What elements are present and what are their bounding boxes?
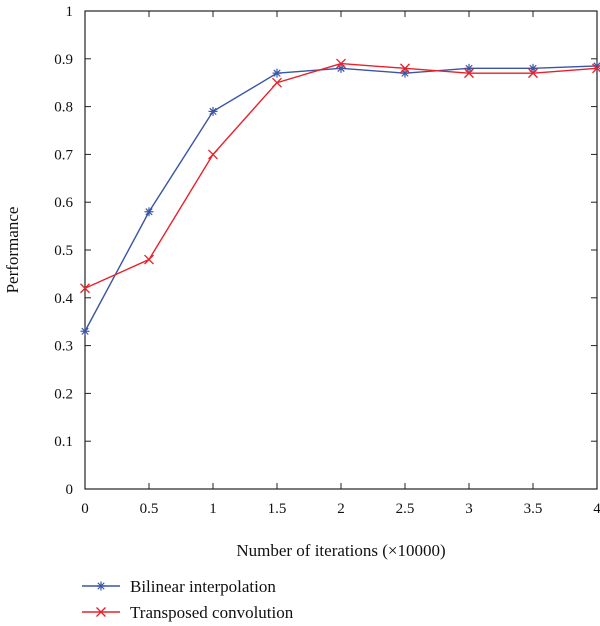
legend-label: Transposed convolution xyxy=(130,603,294,622)
series-line-transposed-convolution xyxy=(84,62,598,289)
x-tick-label: 1 xyxy=(209,501,217,517)
legend-marker xyxy=(96,581,106,591)
data-point-bilinear-interpolation xyxy=(144,207,154,217)
data-point-transposed-convolution xyxy=(336,58,346,69)
data-point-transposed-convolution xyxy=(144,254,154,265)
y-tick-label: 0.4 xyxy=(54,291,73,307)
legend-label: Bilinear interpolation xyxy=(130,577,276,596)
x-tick-label: 3.5 xyxy=(524,501,543,517)
legend-marker xyxy=(96,607,106,617)
y-tick-label: 0.3 xyxy=(54,339,73,355)
plot-frame xyxy=(84,10,598,490)
y-tick-label: 0.8 xyxy=(54,100,73,116)
legend: Bilinear interpolation Transposed convolu… xyxy=(82,577,294,622)
data-point-transposed-convolution xyxy=(208,149,218,160)
y-axis-title: Performance xyxy=(3,207,22,294)
x-tick-label: 0.5 xyxy=(140,501,159,517)
x-tick-label: 4 xyxy=(593,501,600,517)
data-point-bilinear-interpolation xyxy=(80,326,90,336)
x-tick-label: 1.5 xyxy=(268,501,287,517)
data-point-transposed-convolution xyxy=(400,63,410,74)
series-line-bilinear-interpolation xyxy=(84,65,598,332)
data-point-transposed-convolution xyxy=(272,77,282,88)
x-axis-title: Number of iterations (×10000) xyxy=(236,541,445,560)
x-tick-label: 2.5 xyxy=(396,501,415,517)
y-tick-label: 0 xyxy=(66,482,74,498)
legend-item-bilinear-interpolation: Bilinear interpolation xyxy=(82,577,276,596)
data-point-bilinear-interpolation xyxy=(272,68,282,78)
y-tick-label: 1 xyxy=(66,4,74,20)
data-point-bilinear-interpolation xyxy=(208,106,218,116)
x-tick-label: 0 xyxy=(81,501,89,517)
legend-item-transposed-convolution: Transposed convolution xyxy=(82,603,294,622)
y-tick-label: 0.2 xyxy=(54,386,73,402)
x-tick-label: 2 xyxy=(337,501,345,517)
data-point-bilinear-interpolation xyxy=(464,63,474,73)
y-tick-label: 0.5 xyxy=(54,243,73,259)
data-point-bilinear-interpolation xyxy=(528,63,538,73)
y-tick-label: 0.9 xyxy=(54,52,73,68)
y-tick-label: 0.7 xyxy=(54,147,73,163)
data-point-bilinear-interpolation xyxy=(400,68,410,78)
y-tick-label: 0.1 xyxy=(54,434,73,450)
data-point-transposed-convolution xyxy=(464,68,474,79)
data-point-transposed-convolution xyxy=(80,283,90,294)
x-tick-label: 3 xyxy=(465,501,473,517)
data-point-transposed-convolution xyxy=(528,68,538,79)
y-tick-label: 0.6 xyxy=(54,195,73,211)
data-point-transposed-convolution xyxy=(592,63,600,74)
